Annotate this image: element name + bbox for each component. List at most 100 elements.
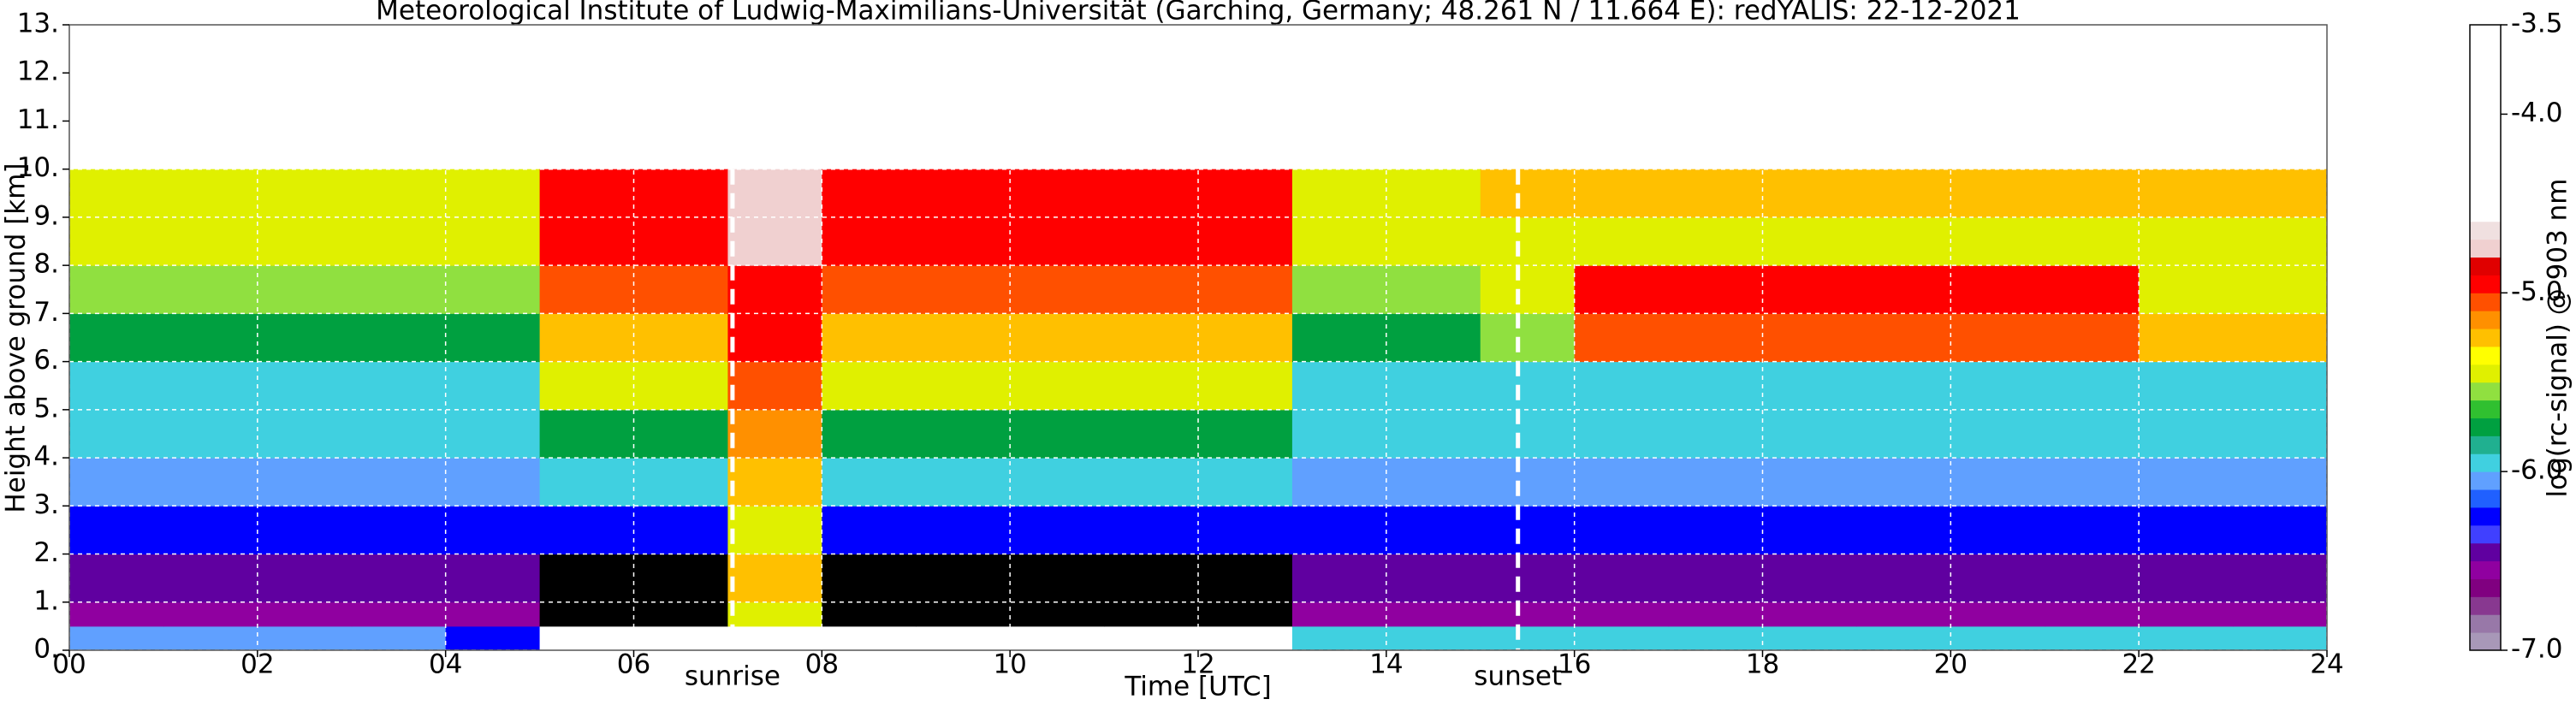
heatmap-cell xyxy=(351,554,447,603)
heatmap-cell xyxy=(1010,409,1105,459)
heatmap-cell xyxy=(727,216,822,266)
colorbar-swatch xyxy=(2470,114,2501,133)
heatmap-cell xyxy=(1950,458,2045,507)
heatmap-cell xyxy=(1480,361,1576,411)
heatmap-cell xyxy=(633,409,728,459)
heatmap-cell xyxy=(916,625,1011,651)
heatmap-cell xyxy=(1480,625,1576,651)
heatmap-cell xyxy=(1574,554,1670,603)
heatmap-cell xyxy=(1762,265,1857,314)
heatmap-cell xyxy=(1668,506,1763,555)
heatmap-cell xyxy=(1386,169,1481,218)
heatmap-cell xyxy=(1386,361,1481,411)
heatmap-cell xyxy=(1198,361,1293,411)
x-tick-label: 16 xyxy=(1558,649,1591,680)
heatmap-cell xyxy=(445,409,541,459)
y-tick-label: 5. xyxy=(33,393,59,424)
y-tick-label: 12. xyxy=(17,56,59,87)
heatmap-cell xyxy=(163,554,258,603)
heatmap-cell xyxy=(351,409,447,459)
heatmap-cell xyxy=(1762,506,1857,555)
heatmap-cell xyxy=(1104,409,1199,459)
heatmap-cell xyxy=(1104,506,1199,555)
heatmap-cell xyxy=(1762,554,1857,603)
heatmap-cell xyxy=(1291,265,1387,314)
heatmap-cell xyxy=(69,625,164,651)
colorbar-tick-label: -6.0 xyxy=(2511,455,2563,486)
heatmap-cell xyxy=(257,313,353,363)
heatmap-cell xyxy=(69,506,164,555)
heatmap-cell xyxy=(2045,458,2140,507)
heatmap-cell xyxy=(539,458,634,507)
heatmap-cell xyxy=(822,409,917,459)
heatmap-cell xyxy=(1856,409,1951,459)
heatmap-cell xyxy=(1480,169,1576,218)
y-tick-label: 8. xyxy=(33,249,59,280)
heatmap-cell xyxy=(1386,554,1481,603)
colorbar-swatch xyxy=(2470,489,2501,508)
y-tick-label: 3. xyxy=(33,489,59,520)
heatmap-cell xyxy=(1950,169,2045,218)
heatmap-cell xyxy=(2233,458,2328,507)
colorbar-swatch xyxy=(2470,346,2501,365)
x-tick-label: 20 xyxy=(1934,649,1968,680)
colorbar-swatch xyxy=(2470,329,2501,347)
heatmap-cell xyxy=(1574,506,1670,555)
heatmap-cell xyxy=(727,601,822,627)
heatmap-cell xyxy=(1574,265,1670,314)
heatmap-cell xyxy=(351,506,447,555)
heatmap-cell xyxy=(916,554,1011,603)
heatmap-cell xyxy=(1198,506,1293,555)
heatmap-cell xyxy=(1198,554,1293,603)
heatmap-cell xyxy=(257,409,353,459)
heatmap-cell xyxy=(1762,169,1857,218)
colorbar-swatch xyxy=(2470,614,2501,633)
colorbar-swatch xyxy=(2470,524,2501,544)
heatmap-cell xyxy=(351,458,447,507)
heatmap-cell xyxy=(69,409,164,459)
heatmap-cell xyxy=(445,601,541,627)
heatmap-cell xyxy=(1950,601,2045,627)
heatmap-cell xyxy=(2233,409,2328,459)
heatmap-cell xyxy=(163,361,258,411)
heatmap-cell xyxy=(2045,169,2140,218)
heatmap-cell xyxy=(822,313,917,363)
heatmap-cell xyxy=(1668,216,1763,266)
x-tick-label: 18 xyxy=(1746,649,1779,680)
y-tick-label: 4. xyxy=(33,441,59,472)
annotation-label: sunset xyxy=(1474,661,1562,692)
heatmap-cell xyxy=(539,216,634,266)
heatmap-cell xyxy=(1574,409,1670,459)
heatmap-cell xyxy=(2139,265,2234,314)
heatmap-cell xyxy=(1668,169,1763,218)
heatmap-cell xyxy=(1856,169,1951,218)
heatmap-cell xyxy=(727,313,822,363)
colorbar-swatch xyxy=(2470,78,2501,98)
heatmap-cell xyxy=(1291,601,1387,627)
heatmap-cell xyxy=(163,506,258,555)
heatmap-cell xyxy=(1386,625,1481,651)
heatmap-cell xyxy=(916,458,1011,507)
heatmap-cell xyxy=(2045,601,2140,627)
heatmap-cell xyxy=(822,625,917,651)
heatmap-cell xyxy=(163,216,258,266)
colorbar-swatch xyxy=(2470,418,2501,436)
heatmap-cell xyxy=(1762,409,1857,459)
heatmap-cell xyxy=(1291,313,1387,363)
y-tick-label: 10. xyxy=(17,152,59,183)
heatmap-cell xyxy=(1856,216,1951,266)
heatmap-cell xyxy=(1950,554,2045,603)
heatmap-cell xyxy=(1856,601,1951,627)
heatmap-cell xyxy=(1480,458,1576,507)
heatmap-cell xyxy=(916,216,1011,266)
x-tick-label: 00 xyxy=(52,649,86,680)
colorbar-swatch xyxy=(2470,382,2501,401)
heatmap-cell xyxy=(1010,216,1105,266)
heatmap-cell xyxy=(1291,409,1387,459)
heatmap-cell xyxy=(351,169,447,218)
heatmap-cell xyxy=(1950,361,2045,411)
heatmap-cell xyxy=(727,361,822,411)
colorbar-swatch xyxy=(2470,168,2501,187)
heatmap-cell xyxy=(2139,169,2234,218)
